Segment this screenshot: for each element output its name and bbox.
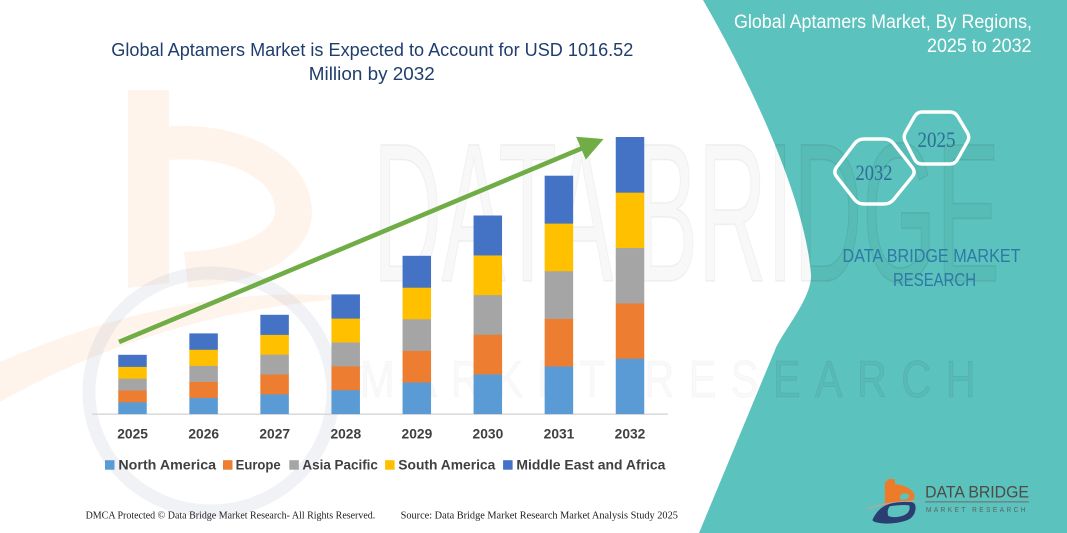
svg-text:2030: 2030 [473, 427, 504, 442]
svg-text:Europe: Europe [236, 458, 282, 473]
svg-text:2025: 2025 [117, 427, 148, 442]
svg-text:Global Aptamers Market, By Reg: Global Aptamers Market, By Regions, [734, 12, 1032, 33]
svg-text:2029: 2029 [402, 427, 433, 442]
svg-text:2026: 2026 [188, 427, 219, 442]
svg-text:Source: Data Bridge Market Res: Source: Data Bridge Market Research Mark… [401, 511, 678, 522]
svg-text:2032: 2032 [615, 427, 646, 442]
svg-text:2031: 2031 [544, 427, 575, 442]
svg-text:MARKET RESEARCH: MARKET RESEARCH [926, 505, 1028, 514]
svg-text:2032: 2032 [856, 160, 893, 185]
svg-text:RESEARCH: RESEARCH [893, 269, 976, 290]
svg-text:DATA BRIDGE MARKET: DATA BRIDGE MARKET [843, 245, 1021, 266]
svg-text:Middle East and Africa: Middle East and Africa [516, 458, 666, 473]
svg-text:2025: 2025 [918, 127, 956, 152]
svg-text:2028: 2028 [330, 427, 361, 442]
svg-text:DMCA Protected © Data Bridge M: DMCA Protected © Data Bridge Market Rese… [86, 511, 376, 522]
svg-text:North America: North America [118, 458, 216, 473]
svg-text:2025 to 2032: 2025 to 2032 [927, 36, 1032, 57]
svg-text:Million by 2032: Million by 2032 [309, 63, 435, 84]
svg-text:Global Aptamers Market is Expe: Global Aptamers Market is Expected to Ac… [111, 39, 633, 60]
svg-text:2027: 2027 [259, 427, 290, 442]
svg-text:Asia Pacific: Asia Pacific [302, 458, 378, 473]
svg-text:South America: South America [398, 458, 495, 473]
svg-text:DATA BRIDGE: DATA BRIDGE [925, 483, 1029, 502]
